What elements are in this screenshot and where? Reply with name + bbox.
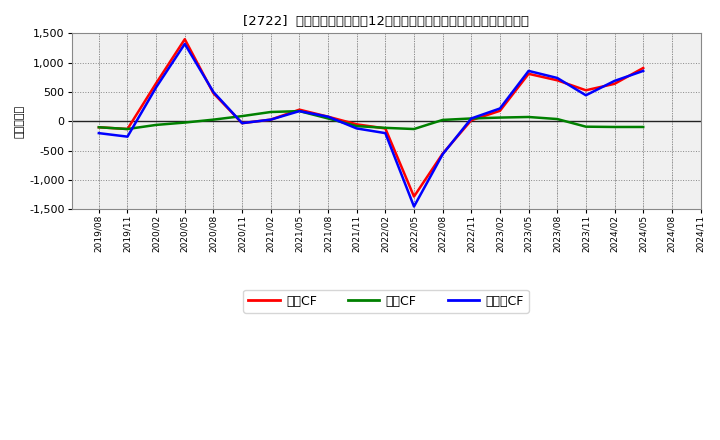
投資CF — [123, 126, 132, 132]
フリーCF — [352, 126, 361, 131]
投資CF — [524, 114, 533, 120]
フリーCF — [582, 93, 590, 98]
投資CF — [295, 109, 304, 114]
投資CF — [352, 124, 361, 129]
フリーCF — [266, 117, 275, 122]
フリーCF — [94, 131, 103, 136]
フリーCF — [611, 78, 619, 84]
投資CF — [152, 122, 161, 128]
営業CF — [94, 125, 103, 130]
営業CF — [524, 71, 533, 77]
Line: フリーCF: フリーCF — [99, 44, 643, 206]
フリーCF — [438, 152, 447, 157]
営業CF — [467, 117, 476, 123]
営業CF — [639, 65, 647, 70]
Legend: 営業CF, 投資CF, フリーCF: 営業CF, 投資CF, フリーCF — [243, 290, 528, 313]
投資CF — [209, 117, 217, 122]
投資CF — [381, 125, 390, 131]
Line: 営業CF: 営業CF — [99, 39, 643, 197]
営業CF — [495, 108, 504, 114]
Title: [2722]  キャッシュフローの12か月移動合計の対前年同期増減額の推移: [2722] キャッシュフローの12か月移動合計の対前年同期増減額の推移 — [243, 15, 529, 28]
投資CF — [467, 116, 476, 121]
営業CF — [582, 88, 590, 93]
投資CF — [94, 125, 103, 130]
営業CF — [324, 114, 333, 119]
営業CF — [611, 81, 619, 87]
営業CF — [181, 37, 189, 42]
フリーCF — [181, 41, 189, 47]
営業CF — [553, 77, 562, 83]
フリーCF — [553, 75, 562, 81]
フリーCF — [123, 134, 132, 139]
営業CF — [352, 122, 361, 127]
投資CF — [495, 115, 504, 120]
投資CF — [582, 124, 590, 129]
フリーCF — [238, 121, 246, 126]
フリーCF — [495, 106, 504, 111]
投資CF — [238, 114, 246, 119]
営業CF — [410, 194, 418, 199]
営業CF — [123, 126, 132, 132]
営業CF — [209, 91, 217, 96]
投資CF — [639, 125, 647, 130]
投資CF — [611, 125, 619, 130]
フリーCF — [209, 89, 217, 95]
営業CF — [266, 117, 275, 122]
フリーCF — [524, 68, 533, 73]
営業CF — [295, 107, 304, 112]
フリーCF — [152, 85, 161, 90]
投資CF — [410, 126, 418, 132]
投資CF — [266, 110, 275, 115]
営業CF — [438, 151, 447, 156]
営業CF — [381, 126, 390, 131]
投資CF — [181, 120, 189, 125]
投資CF — [324, 116, 333, 121]
Y-axis label: （百万円）: （百万円） — [15, 105, 25, 138]
フリーCF — [381, 131, 390, 136]
投資CF — [553, 117, 562, 122]
フリーCF — [410, 204, 418, 209]
フリーCF — [467, 116, 476, 121]
投資CF — [438, 117, 447, 123]
フリーCF — [324, 114, 333, 119]
フリーCF — [295, 109, 304, 114]
フリーCF — [639, 68, 647, 73]
営業CF — [238, 121, 246, 126]
営業CF — [152, 81, 161, 86]
Line: 投資CF: 投資CF — [99, 111, 643, 129]
